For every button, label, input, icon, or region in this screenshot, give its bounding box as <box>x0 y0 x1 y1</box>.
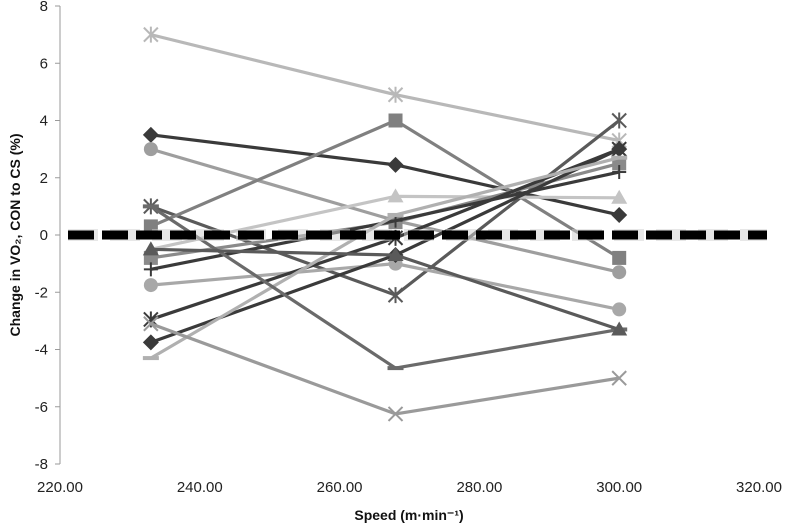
diamond-marker-icon <box>142 126 159 143</box>
triangle-marker-icon <box>142 241 159 256</box>
x-marker-icon <box>143 316 159 332</box>
y-tick-label: -2 <box>35 284 48 301</box>
x-tick-label: 300.00 <box>596 479 642 496</box>
asterisk-marker-icon <box>143 26 159 43</box>
diamond-marker-icon <box>387 156 404 173</box>
circle-marker-icon <box>612 302 627 317</box>
dash-marker-icon <box>387 212 404 217</box>
tick-labels: 8 6 4 2 0 -2 -4 -6 -8 220.00 240.00 260.00 280.00 300… <box>35 0 782 496</box>
series-s12 <box>142 155 628 361</box>
plus-marker-icon <box>143 262 158 277</box>
series-layer <box>142 26 628 422</box>
dash-marker-icon <box>611 155 628 160</box>
circle-marker-icon <box>612 265 627 280</box>
y-tick-label: -8 <box>35 456 48 473</box>
dash-marker-icon <box>142 356 159 361</box>
triangle-marker-icon <box>387 188 404 203</box>
triangle-marker-icon <box>611 189 628 204</box>
triangle-marker-icon <box>611 321 628 336</box>
asterisk-marker-icon <box>387 86 404 103</box>
x-tick-label: 220.00 <box>37 479 83 496</box>
axes <box>55 5 61 465</box>
x-tick-label: 240.00 <box>177 479 223 496</box>
y-tick-label: 2 <box>40 170 48 187</box>
y-tick-label: -4 <box>35 342 48 359</box>
diamond-marker-icon <box>611 141 628 158</box>
series-s14 <box>142 241 628 336</box>
diamond-marker-icon <box>142 334 159 351</box>
series-s4 <box>143 112 627 304</box>
y-tick-label: 8 <box>40 0 48 15</box>
x-marker-icon <box>611 370 627 386</box>
y-tick-label: 0 <box>40 227 48 244</box>
x-tick-label: 280.00 <box>456 479 502 496</box>
x-axis-label: Speed (m·min⁻¹) <box>354 507 463 523</box>
series-s5 <box>143 113 627 265</box>
circle-marker-icon <box>143 278 158 293</box>
y-tick-label: 6 <box>40 55 48 72</box>
square-marker-icon <box>388 113 403 128</box>
x-tick-label: 320.00 <box>736 479 782 496</box>
y-tick-label: 4 <box>40 113 48 130</box>
triangle-marker-icon <box>387 247 404 262</box>
dash-marker-icon <box>387 366 404 371</box>
dash-marker-icon <box>142 204 159 209</box>
plus-marker-icon <box>612 165 627 180</box>
y-axis-label: Change in VO₂, CON to CS (%) <box>7 134 23 337</box>
series-s15 <box>143 316 627 422</box>
diamond-marker-icon <box>611 206 628 223</box>
x-tick-label: 260.00 <box>317 479 363 496</box>
square-marker-icon <box>612 250 627 265</box>
circle-marker-icon <box>143 142 158 157</box>
asterisk-marker-icon <box>611 112 627 129</box>
asterisk-marker-icon <box>387 287 404 304</box>
x-marker-icon <box>387 406 404 422</box>
series-s1 <box>143 26 627 149</box>
y-tick-label: -6 <box>35 399 48 416</box>
